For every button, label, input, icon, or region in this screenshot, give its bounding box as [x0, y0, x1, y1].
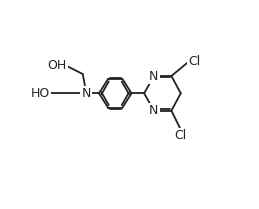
Text: HO: HO — [31, 87, 50, 100]
Text: Cl: Cl — [174, 129, 186, 142]
Text: Cl: Cl — [189, 55, 201, 68]
Text: OH: OH — [47, 59, 66, 72]
Text: N: N — [149, 104, 159, 117]
Text: N: N — [149, 70, 159, 83]
Text: N: N — [82, 87, 91, 100]
